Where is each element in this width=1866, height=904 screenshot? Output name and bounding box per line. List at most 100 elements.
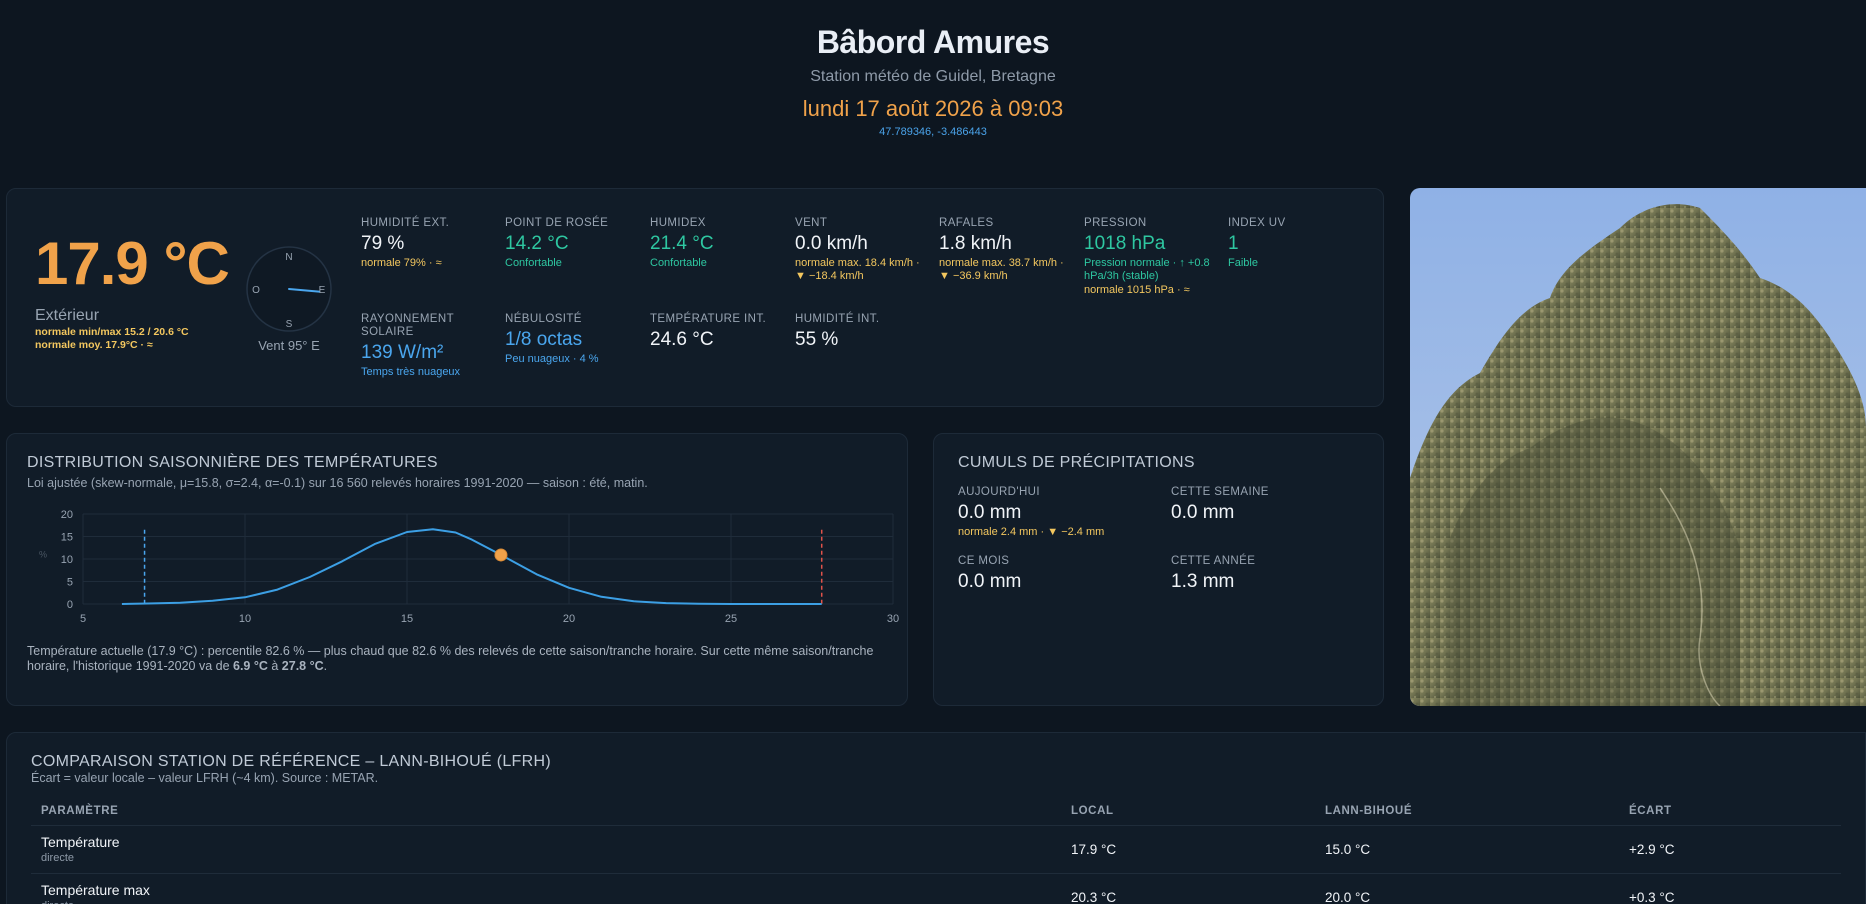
dew-point-label: POINT DE ROSÉE (505, 217, 609, 229)
metric-wind: VENT 0.0 km/h normale max. 18.4 km/h · ▼… (795, 217, 927, 283)
wind-direction-needle (287, 288, 320, 293)
metric-pressure: PRESSION 1018 hPa Pression normale · ↑ +… (1084, 217, 1212, 297)
precipitation-card: CUMULS DE PRÉCIPITATIONS AUJOURD'HUI 0.0… (933, 433, 1384, 706)
x-tick-label: 20 (563, 613, 575, 625)
precip-month-value: 0.0 mm (958, 571, 1022, 592)
x-tick-label: 25 (725, 613, 737, 625)
compass-o: O (252, 285, 260, 296)
y-tick-label: 5 (67, 577, 73, 589)
param-cell: Température max directe (31, 873, 1061, 904)
distribution-footer: Température actuelle (17.9 °C) : percent… (27, 644, 897, 674)
param-cell: Température directe (31, 825, 1061, 874)
precip-year-label: CETTE ANNÉE (1171, 555, 1256, 567)
comparison-card: COMPARAISON STATION DE RÉFÉRENCE – LANN-… (6, 732, 1866, 904)
temp-int-value: 24.6 °C (650, 329, 714, 350)
humidity-ext-sub: normale 79% · ≈ (361, 257, 442, 269)
col-parameter: PARAMÈTRE (31, 797, 1061, 826)
metric-humidex: HUMIDEX 21.4 °C Confortable (650, 217, 790, 270)
humidex-label: HUMIDEX (650, 217, 706, 229)
x-tick-label: 30 (887, 613, 899, 625)
distribution-card: DISTRIBUTION SAISONNIÈRE DES TEMPÉRATURE… (6, 433, 908, 706)
pressure-normal: normale 1015 hPa · ≈ (1084, 284, 1190, 296)
param-sub: directe (41, 900, 1051, 904)
temp-int-label: TEMPÉRATURE INT. (650, 313, 767, 325)
precip-today-value: 0.0 mm (958, 502, 1022, 523)
footer-max: 27.8 °C (281, 659, 324, 673)
compass-e: E (319, 285, 326, 296)
station-coordinates: 47.789346, -3.486443 (879, 126, 987, 138)
precip-month: CE MOIS 0.0 mm (958, 555, 1158, 593)
pressure-label: PRESSION (1084, 217, 1147, 229)
pressure-trend: Pression normale · ↑ +0.8 hPa/3h (stable… (1084, 257, 1210, 282)
normal-average: normale moy. 17.9°C · ≈ (35, 339, 153, 351)
gusts-label: RAFALES (939, 217, 994, 229)
metric-gusts: RAFALES 1.8 km/h normale max. 38.7 km/h … (939, 217, 1075, 283)
distribution-title: DISTRIBUTION SAISONNIÈRE DES TEMPÉRATURE… (27, 454, 438, 471)
humidity-int-label: HUMIDITÉ INT. (795, 313, 880, 325)
solar-label: RAYONNEMENT SOLAIRE (361, 313, 454, 338)
precip-month-label: CE MOIS (958, 555, 1010, 567)
reference-value: 20.0 °C (1315, 873, 1619, 904)
col-diff: ÉCART (1619, 797, 1841, 826)
uv-value: 1 (1228, 233, 1239, 254)
comparison-description: Écart = valeur locale – valeur LFRH (~4 … (31, 771, 379, 785)
uv-label: INDEX UV (1228, 217, 1286, 229)
param-sub: directe (41, 852, 75, 864)
wind-value: 0.0 km/h (795, 233, 868, 254)
wind-direction-label: Vent 95° E (258, 338, 320, 353)
diff-value: +2.9 °C (1619, 825, 1841, 874)
dew-point-value: 14.2 °C (505, 233, 569, 254)
metric-cloud: NÉBULOSITÉ 1/8 octas Peu nuageux · 4 % (505, 313, 645, 366)
precip-today: AUJOURD'HUI 0.0 mm normale 2.4 mm · ▼ −2… (958, 486, 1158, 539)
comparison-table: PARAMÈTRE LOCAL LANN-BIHOUÉ ÉCART Tempér… (31, 797, 1841, 904)
y-tick-label: 10 (61, 554, 73, 566)
compass-n: N (285, 252, 292, 263)
pressure-value: 1018 hPa (1084, 233, 1166, 254)
wind-label: VENT (795, 217, 828, 229)
comparison-title: COMPARAISON STATION DE RÉFÉRENCE – LANN-… (31, 753, 551, 770)
precip-today-label: AUJOURD'HUI (958, 486, 1040, 498)
footer-min: 6.9 °C (233, 659, 268, 673)
footer-text: Température actuelle (17.9 °C) : percent… (27, 644, 874, 673)
normal-minmax: normale min/max 15.2 / 20.6 °C (35, 326, 189, 338)
footer-end: . (323, 659, 328, 673)
gusts-value: 1.8 km/h (939, 233, 1012, 254)
distribution-curve (121, 528, 822, 605)
param-name: Température (41, 834, 120, 850)
y-tick-label: 15 (61, 532, 73, 544)
humidex-sub: Confortable (650, 257, 707, 269)
metric-dew-point: POINT DE ROSÉE 14.2 °C Confortable (505, 217, 645, 270)
dew-point-sub: Confortable (505, 257, 562, 269)
y-tick-label: 0 (67, 599, 73, 611)
table-row: Température max directe 20.3 °C 20.0 °C … (31, 873, 1841, 904)
footer-mid: à (267, 659, 282, 673)
local-value: 17.9 °C (1061, 825, 1315, 874)
precip-week: CETTE SEMAINE 0.0 mm (1171, 486, 1371, 524)
outdoor-label: Extérieur (35, 307, 100, 324)
param-name: Température max (41, 882, 150, 898)
outdoor-normals: normale min/max 15.2 / 20.6 °C normale m… (35, 326, 189, 352)
wind-compass: N S E O (246, 246, 332, 332)
metric-solar: RAYONNEMENT SOLAIRE 139 W/m² Temps très … (361, 313, 481, 379)
station-subtitle: Station météo de Guidel, Bretagne (810, 68, 1056, 85)
x-tick-label: 10 (239, 613, 251, 625)
distribution-description: Loi ajustée (skew-normale, μ=15.8, σ=2.4… (27, 476, 648, 490)
humidity-int-value: 55 % (795, 329, 839, 350)
humidex-value: 21.4 °C (650, 233, 714, 254)
metric-uv: INDEX UV 1 Faible (1228, 217, 1368, 270)
table-header-row: PARAMÈTRE LOCAL LANN-BIHOUÉ ÉCART (31, 797, 1841, 826)
uv-sub: Faible (1228, 257, 1258, 269)
reference-value: 15.0 °C (1315, 825, 1619, 874)
metric-temp-int: TEMPÉRATURE INT. 24.6 °C (650, 313, 790, 351)
webcam-image (1410, 188, 1866, 706)
current-temp-point (494, 548, 508, 562)
table-row: Température directe 17.9 °C 15.0 °C +2.9… (31, 825, 1841, 874)
solar-value: 139 W/m² (361, 342, 444, 363)
compass-s: S (286, 319, 293, 330)
solar-sub: Temps très nuageux (361, 366, 461, 378)
precip-week-value: 0.0 mm (1171, 502, 1235, 523)
humidity-ext-label: HUMIDITÉ EXT. (361, 217, 450, 229)
cloud-value: 1/8 octas (505, 329, 583, 350)
local-value: 20.3 °C (1061, 873, 1315, 904)
current-datetime: lundi 17 août 2026 à 09:03 (802, 96, 1064, 121)
